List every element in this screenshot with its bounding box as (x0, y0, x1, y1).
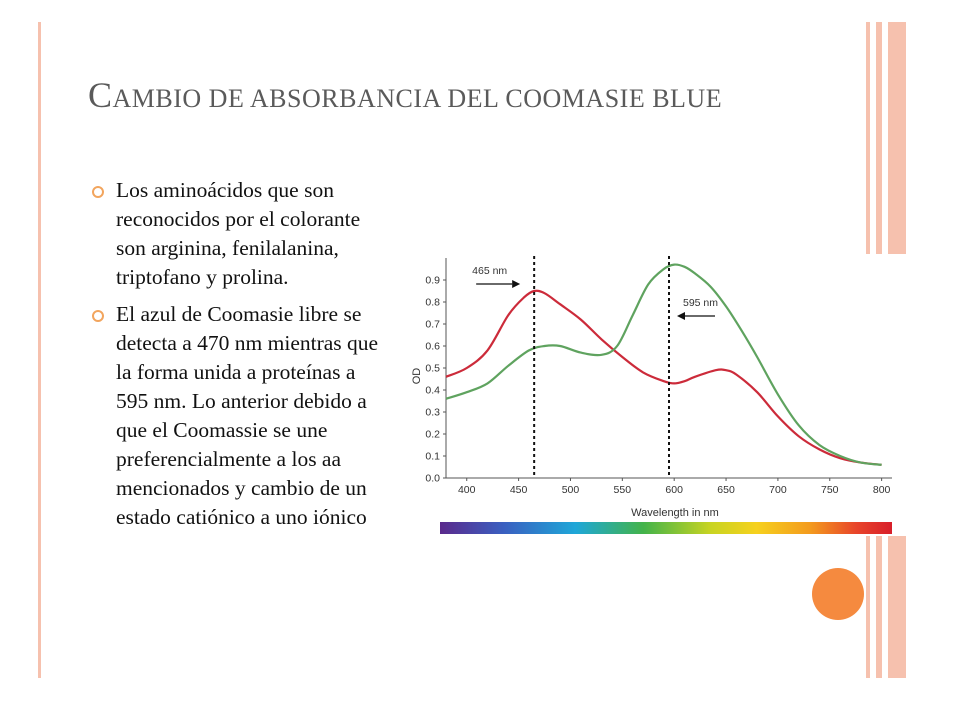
y-tick-label: 0.7 (425, 319, 440, 331)
right-stripe-lower-1 (866, 536, 870, 678)
y-tick-label: 0.3 (425, 407, 440, 419)
x-tick-label: 600 (665, 484, 683, 496)
series-layer (445, 263, 882, 466)
x-tick-label: 700 (769, 484, 787, 496)
y-tick-label: 0.2 (425, 429, 440, 441)
arrowhead-icon (677, 312, 685, 320)
green-absorbance-line (445, 263, 882, 466)
x-tick-label: 450 (510, 484, 528, 496)
x-tick-label: 550 (614, 484, 632, 496)
y-tick-label: 0.1 (425, 451, 440, 463)
bullet-text: Los aminoácidos que son reconocidos por … (116, 178, 361, 289)
right-stripe-upper-3 (888, 22, 906, 254)
bullet-item: Los aminoácidos que son reconocidos por … (90, 176, 390, 292)
y-tick-label: 0.9 (425, 275, 440, 287)
y-tick-label: 0.5 (425, 363, 440, 375)
y-tick-label: 0.8 (425, 297, 440, 309)
title-rest: ambio de absorbancia del coomasie blue (112, 84, 723, 113)
bullet-text: El azul de Coomasie libre se detecta a 4… (116, 302, 379, 529)
title-initial: C (88, 75, 113, 115)
chart-axes: 0.0 0.1 0.2 0.3 0.4 0.5 0.6 0.7 0.8 0.9 400 450 500 5… (425, 258, 892, 496)
x-tick-label: 500 (562, 484, 580, 496)
y-tick-label: 0.6 (425, 341, 440, 353)
y-tick-label: 0.0 (425, 473, 440, 485)
left-border-line (38, 22, 41, 678)
red-absorbance-line (445, 289, 882, 466)
y-tick-label: 0.4 (425, 385, 440, 397)
annotation-label: 595 nm (683, 297, 718, 309)
orange-circle (812, 568, 864, 620)
annotation-layer: 465 nm 595 nm (472, 256, 718, 478)
bullet-icon (92, 186, 104, 198)
right-stripe-upper-2 (876, 22, 882, 254)
annotation-label: 465 nm (472, 265, 507, 277)
x-tick-label: 800 (873, 484, 891, 496)
right-stripe-upper-1 (866, 22, 870, 254)
x-tick-label: 400 (458, 484, 476, 496)
bullet-item: El azul de Coomasie libre se detecta a 4… (90, 300, 390, 532)
x-tick-label: 750 (821, 484, 839, 496)
bullet-list: Los aminoácidos que son reconocidos por … (90, 176, 390, 540)
right-stripe-lower-2 (876, 536, 882, 678)
right-stripe-lower-3 (888, 536, 906, 678)
arrowhead-icon (512, 280, 521, 288)
bullet-icon (92, 310, 104, 322)
y-axis-label: OD (411, 368, 423, 385)
absorbance-chart: 0.0 0.1 0.2 0.3 0.4 0.5 0.6 0.7 0.8 0.9 400 450 500 5… (411, 256, 892, 534)
slide-title: Cambio de absorbancia del coomasie blue (88, 72, 788, 122)
x-tick-label: 650 (717, 484, 735, 496)
spectrum-bar (440, 522, 892, 534)
x-axis-label: Wavelength in nm (631, 507, 719, 519)
